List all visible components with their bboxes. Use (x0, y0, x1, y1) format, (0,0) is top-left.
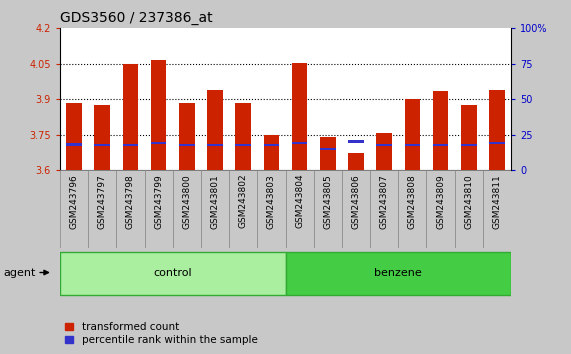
Bar (348, 140, 364, 143)
Bar (320, 148, 336, 150)
Bar (207, 90, 223, 170)
Bar (461, 144, 477, 146)
Bar (151, 60, 166, 170)
Bar (433, 144, 448, 146)
Text: GSM243808: GSM243808 (408, 174, 417, 229)
Text: GSM243798: GSM243798 (126, 174, 135, 229)
FancyBboxPatch shape (201, 170, 229, 248)
FancyBboxPatch shape (173, 170, 201, 248)
Text: GSM243796: GSM243796 (70, 174, 79, 229)
Text: benzene: benzene (375, 268, 422, 278)
FancyBboxPatch shape (399, 170, 427, 248)
Bar (405, 144, 420, 146)
Bar (179, 103, 195, 170)
FancyBboxPatch shape (483, 170, 511, 248)
Text: GSM243810: GSM243810 (464, 174, 473, 229)
FancyBboxPatch shape (455, 170, 483, 248)
FancyBboxPatch shape (370, 170, 399, 248)
FancyBboxPatch shape (286, 170, 313, 248)
Bar (264, 135, 279, 170)
Bar (66, 143, 82, 146)
FancyBboxPatch shape (88, 170, 116, 248)
Bar (320, 137, 336, 170)
Bar (94, 105, 110, 170)
Bar (461, 105, 477, 170)
Bar (489, 90, 505, 170)
Bar (207, 144, 223, 146)
FancyBboxPatch shape (116, 170, 144, 248)
Text: GSM243801: GSM243801 (211, 174, 219, 229)
Bar (179, 144, 195, 146)
Bar (151, 142, 166, 144)
Bar (292, 63, 307, 170)
FancyBboxPatch shape (258, 170, 286, 248)
FancyBboxPatch shape (342, 170, 370, 248)
Bar (348, 153, 364, 170)
Bar (489, 142, 505, 144)
Bar (66, 103, 82, 170)
Bar (376, 144, 392, 146)
Text: GSM243806: GSM243806 (352, 174, 360, 229)
FancyBboxPatch shape (60, 252, 286, 295)
FancyBboxPatch shape (229, 170, 258, 248)
FancyBboxPatch shape (427, 170, 455, 248)
Text: GSM243807: GSM243807 (380, 174, 389, 229)
Bar (123, 64, 138, 170)
Bar (235, 144, 251, 146)
Bar (264, 144, 279, 146)
Bar (292, 142, 307, 144)
FancyBboxPatch shape (60, 170, 88, 248)
FancyBboxPatch shape (313, 170, 342, 248)
Text: agent: agent (3, 268, 35, 278)
Bar (94, 144, 110, 146)
Bar (405, 99, 420, 170)
Bar (123, 144, 138, 146)
Bar (433, 91, 448, 170)
Text: GSM243809: GSM243809 (436, 174, 445, 229)
Text: GDS3560 / 237386_at: GDS3560 / 237386_at (60, 11, 212, 25)
Text: GSM243803: GSM243803 (267, 174, 276, 229)
Text: GSM243804: GSM243804 (295, 174, 304, 228)
Legend: transformed count, percentile rank within the sample: transformed count, percentile rank withi… (65, 322, 258, 345)
Text: GSM243805: GSM243805 (323, 174, 332, 229)
Text: GSM243800: GSM243800 (182, 174, 191, 229)
Text: GSM243797: GSM243797 (98, 174, 107, 229)
Bar (235, 103, 251, 170)
Text: GSM243811: GSM243811 (492, 174, 501, 229)
FancyBboxPatch shape (144, 170, 173, 248)
FancyBboxPatch shape (286, 252, 511, 295)
Text: GSM243802: GSM243802 (239, 174, 248, 228)
Text: GSM243799: GSM243799 (154, 174, 163, 229)
Bar (376, 133, 392, 170)
Text: control: control (154, 268, 192, 278)
